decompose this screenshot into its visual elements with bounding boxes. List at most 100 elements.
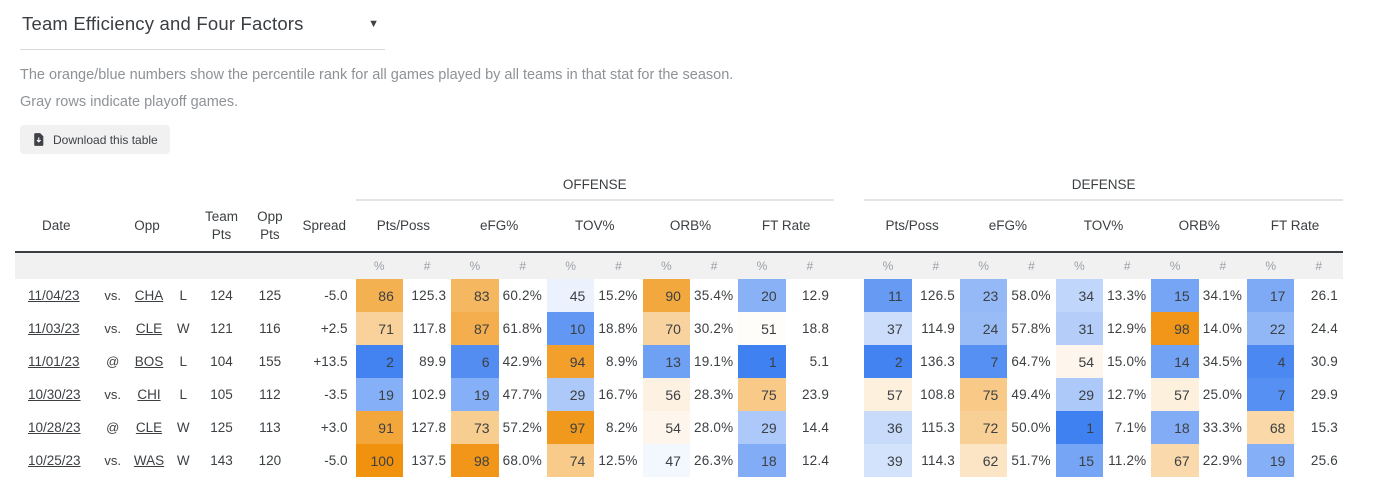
opponent-link[interactable]: CHA xyxy=(134,288,164,303)
defense-percentile-cell: 36 xyxy=(864,411,912,444)
location-cell: @ xyxy=(106,420,120,435)
defense-percentile-cell: 57 xyxy=(1151,378,1199,411)
offense-percentile-cell: 19 xyxy=(451,378,499,411)
defense-percentile-cell: 75 xyxy=(959,378,1008,411)
date-link[interactable]: 11/03/23 xyxy=(28,321,80,336)
defense-percentile-cell: 62 xyxy=(959,444,1008,477)
table-row: 11/04/23 vs. CHA L 124 125 -5.0 86 125.3 83 60.2% 4… xyxy=(15,279,1343,312)
group-header-row: OFFENSE DEFENSE xyxy=(15,170,1343,201)
offense-percentile-cell: 20 xyxy=(738,279,786,312)
value-subcolumn-header: # xyxy=(1294,251,1343,279)
opp-points-cell: 125 xyxy=(258,288,282,303)
offense-stat-header: ORB% xyxy=(669,218,712,234)
offense-percentile-cell: 71 xyxy=(355,312,403,345)
offense-value-cell: 8.9% xyxy=(606,354,638,369)
result-cell: W xyxy=(176,420,190,435)
defense-percentile-cell: 67 xyxy=(1151,444,1199,477)
team-points-cell: 124 xyxy=(210,288,233,303)
offense-stat-header: Pts/Poss xyxy=(376,218,430,234)
table-selector-dropdown[interactable]: Team Efficiency and Four Factors ▼ xyxy=(20,10,385,50)
defense-value-cell: 25.6 xyxy=(1310,453,1338,468)
opponent-link[interactable]: BOS xyxy=(134,354,164,369)
percentile-subcolumn-header: % xyxy=(738,251,786,279)
offense-percentile-cell: 98 xyxy=(451,444,499,477)
defense-percentile-cell: 1 xyxy=(1055,411,1104,444)
defense-value-cell: 7.1% xyxy=(1114,420,1147,435)
offense-value-cell: 61.8% xyxy=(502,321,542,336)
offense-value-cell: 60.2% xyxy=(502,288,542,303)
opp-points-cell: 112 xyxy=(259,387,281,402)
download-table-button[interactable]: Download this table xyxy=(20,125,170,154)
offense-percentile-cell: 100 xyxy=(355,444,403,477)
offense-value-cell: 28.3% xyxy=(694,387,734,402)
date-link[interactable]: 11/01/23 xyxy=(28,354,80,369)
team-points-cell: 125 xyxy=(210,420,233,435)
value-subcolumn-header: # xyxy=(1103,251,1152,279)
download-button-label: Download this table xyxy=(53,132,158,147)
column-gap xyxy=(834,345,864,378)
defense-percentile-cell: 17 xyxy=(1247,279,1295,312)
offense-value-cell: 15.2% xyxy=(598,288,638,303)
opponent-link[interactable]: CLE xyxy=(135,420,163,435)
value-subcolumn-header: # xyxy=(785,251,835,279)
offense-percentile-cell: 74 xyxy=(546,444,595,477)
defense-percentile-cell: 54 xyxy=(1055,345,1104,378)
defense-value-cell: 22.9% xyxy=(1202,453,1243,468)
opponent-link[interactable]: WAS xyxy=(133,453,165,468)
result-cell: L xyxy=(179,288,187,303)
offense-value-cell: 28.0% xyxy=(694,420,734,435)
table-row: 11/03/23 vs. CLE W 121 116 +2.5 71 117.8 87 61.8% 1… xyxy=(15,312,1343,345)
defense-percentile-cell: 24 xyxy=(959,312,1008,345)
defense-value-cell: 114.3 xyxy=(921,453,955,468)
defense-percentile-cell: 22 xyxy=(1247,312,1295,345)
date-column-header: Date xyxy=(42,217,71,233)
offense-value-cell: 57.2% xyxy=(502,420,542,435)
date-cell: 11/03/23 xyxy=(15,312,98,345)
offense-percentile-cell: 91 xyxy=(355,411,403,444)
offense-percentile-cell: 94 xyxy=(546,345,595,378)
defense-value-cell: 12.7% xyxy=(1107,387,1147,402)
opponent-link[interactable]: CLE xyxy=(135,321,163,336)
offense-value-cell: 26.3% xyxy=(694,453,734,468)
column-gap xyxy=(834,279,864,312)
value-subcolumn-header: # xyxy=(689,251,739,279)
note-playoff: Gray rows indicate playoff games. xyxy=(20,94,239,110)
value-subcolumn-header: # xyxy=(1198,251,1248,279)
offense-value-cell: 12.4 xyxy=(801,453,830,468)
column-gap xyxy=(834,312,864,345)
offense-value-cell: 35.4% xyxy=(694,288,734,303)
value-subcolumn-header: # xyxy=(911,251,960,279)
page-title: Team Efficiency and Four Factors xyxy=(22,13,304,34)
opp-points-column-header: Opp Pts xyxy=(257,208,283,242)
date-link[interactable]: 10/30/23 xyxy=(28,387,81,402)
spread-cell: -5.0 xyxy=(324,453,348,468)
chevron-down-icon: ▼ xyxy=(368,18,379,30)
date-link[interactable]: 11/04/23 xyxy=(28,288,80,303)
offense-value-cell: 12.9 xyxy=(801,288,830,303)
defense-value-cell: 136.3 xyxy=(920,354,955,369)
opp-points-cell: 113 xyxy=(259,420,281,435)
column-gap xyxy=(834,170,864,200)
file-download-icon xyxy=(32,132,45,147)
offense-percentile-cell: 29 xyxy=(738,411,786,444)
offense-percentile-cell: 2 xyxy=(355,345,403,378)
value-subcolumn-header: # xyxy=(594,251,643,279)
opponent-link[interactable]: CHI xyxy=(137,387,161,402)
date-link[interactable]: 10/25/23 xyxy=(28,453,81,468)
defense-percentile-cell: 2 xyxy=(864,345,912,378)
table-row: 11/01/23 @ BOS L 104 155 +13.5 2 89.9 6 42.9% 94 8.9… xyxy=(15,345,1343,378)
percentile-subcolumn-header: % xyxy=(1055,251,1104,279)
four-factors-table: OFFENSE DEFENSE Date Opp Team Pts Opp Pt… xyxy=(15,170,1373,477)
date-link[interactable]: 10/28/23 xyxy=(28,420,81,435)
table-row: 10/25/23 vs. WAS W 143 120 -5.0 100 137.5 98 68.0%… xyxy=(15,444,1343,477)
defense-value-cell: 115.3 xyxy=(921,420,955,435)
defense-value-cell: 126.5 xyxy=(920,288,955,303)
defense-percentile-cell: 19 xyxy=(1247,444,1295,477)
result-cell: W xyxy=(176,453,190,468)
defense-stat-header: FT Rate xyxy=(1270,218,1320,234)
defense-group-header: DEFENSE xyxy=(864,170,1343,201)
defense-value-cell: 30.9 xyxy=(1310,354,1338,369)
spread-cell: +3.0 xyxy=(320,420,348,435)
sub-header-row: % #% #% #% #% #% #% #% #% #% # xyxy=(15,251,1343,279)
opponent-cell: WAS xyxy=(128,444,170,477)
